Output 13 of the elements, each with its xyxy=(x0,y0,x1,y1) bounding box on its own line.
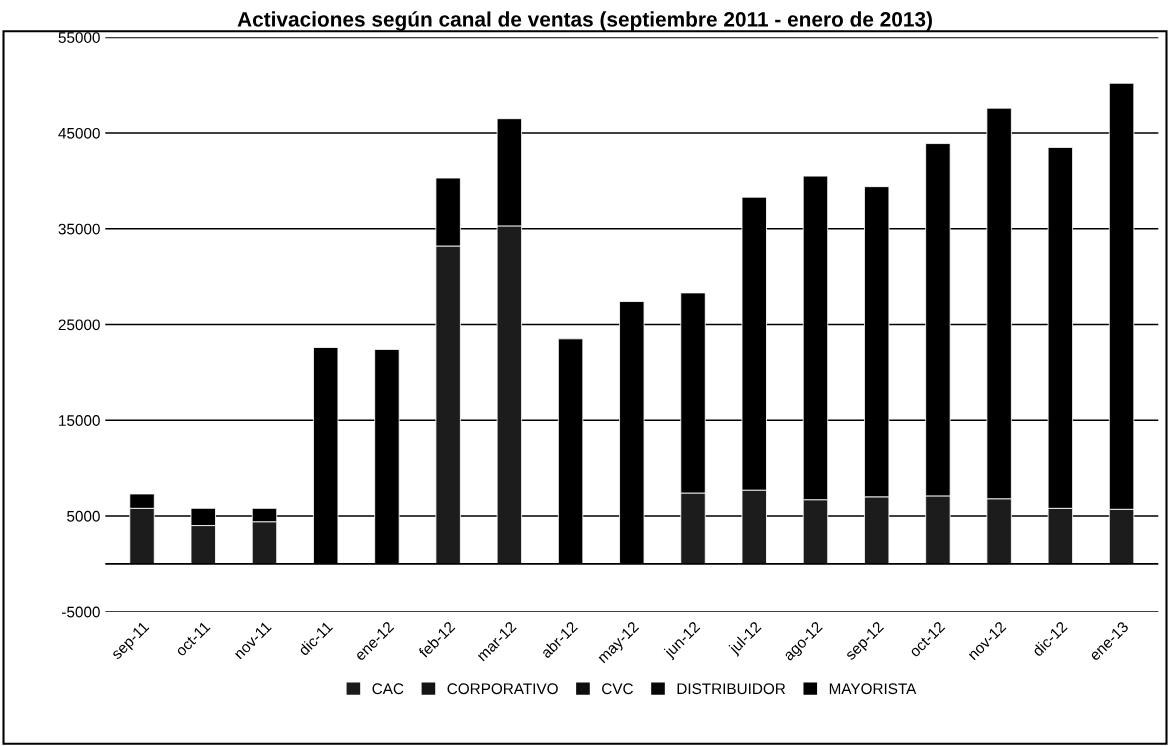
legend-label: CVC xyxy=(602,683,633,695)
y-tick-label: 5000 xyxy=(67,510,100,522)
legend-label: CORPORATIVO xyxy=(447,683,558,695)
legend-label: MAYORISTA xyxy=(829,683,917,695)
legend-label: DISTRIBUIDOR xyxy=(677,683,786,695)
y-tick-label: 35000 xyxy=(58,223,100,235)
y-tick-label: 15000 xyxy=(59,415,100,426)
y-tick-label: 55000 xyxy=(58,32,100,43)
y-tick-label: -5000 xyxy=(62,606,100,618)
legend-label: CAC xyxy=(372,683,404,695)
chart-title: Activaciones según canal de ventas (septiembre 2011 - enero de 2013) xyxy=(237,11,932,31)
y-tick-label: 45000 xyxy=(58,127,100,139)
y-tick-label: 25000 xyxy=(58,319,100,331)
